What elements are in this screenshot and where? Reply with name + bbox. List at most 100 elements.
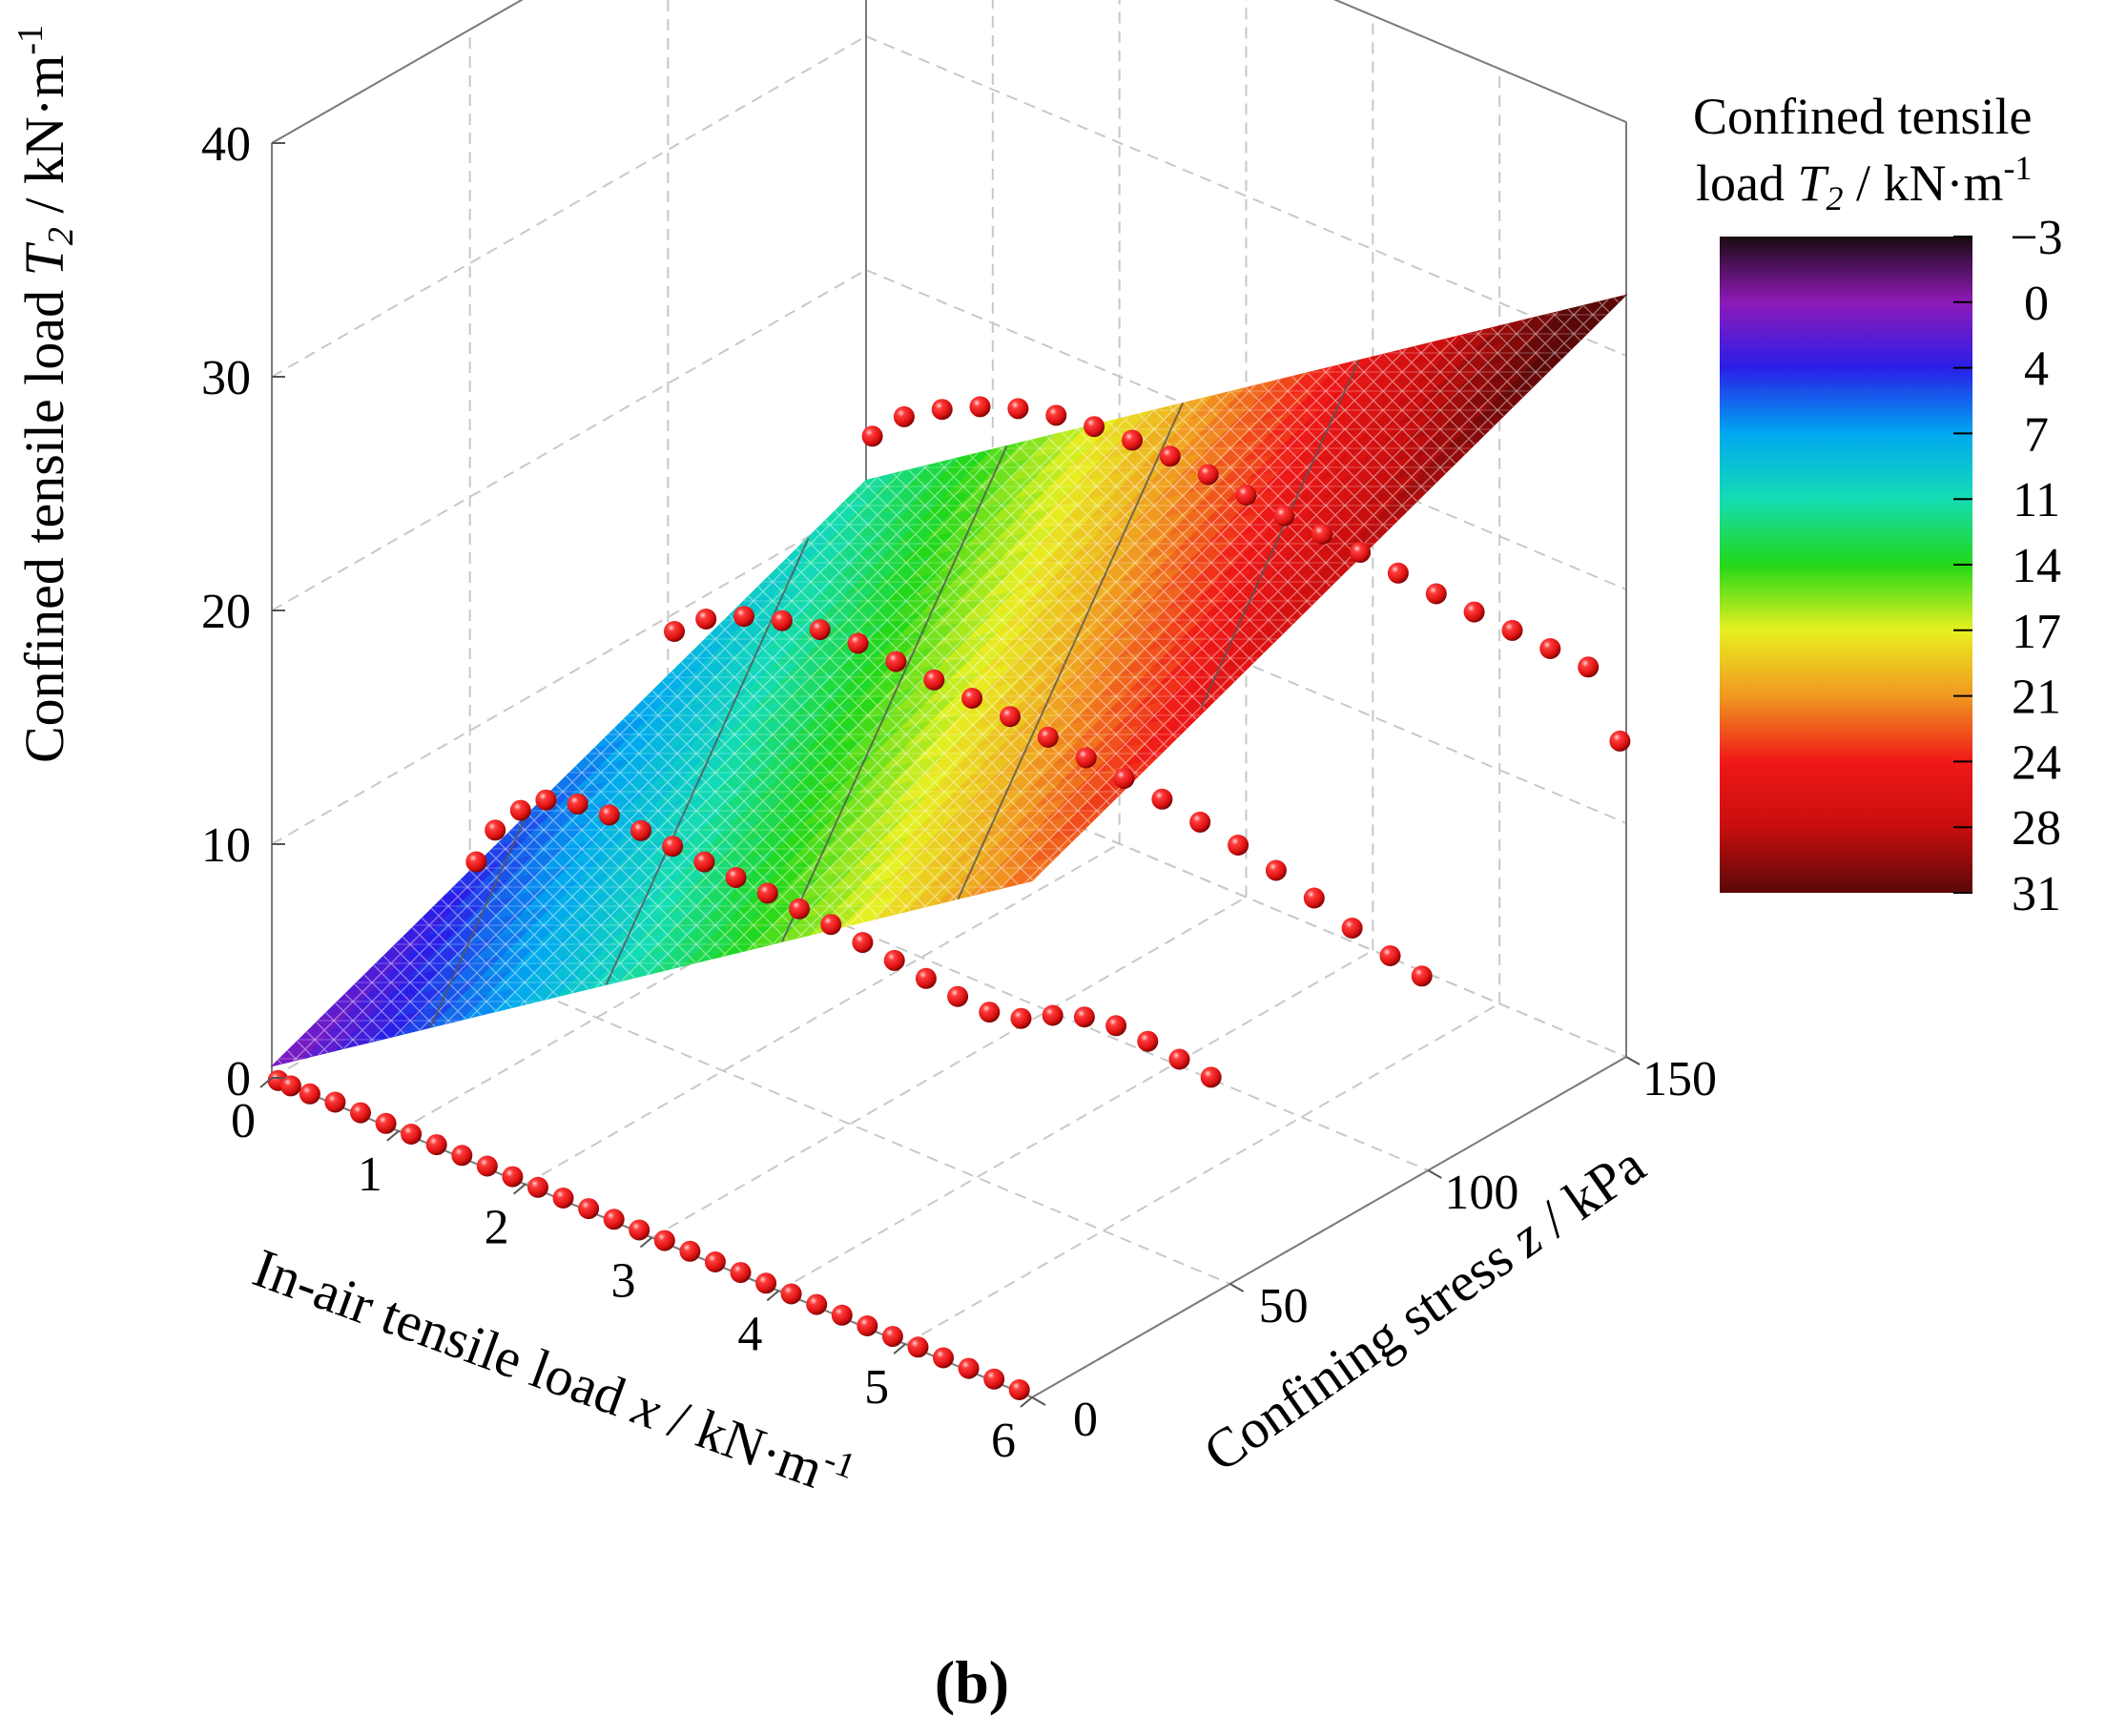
data-point bbox=[1311, 524, 1333, 545]
data-point bbox=[733, 606, 754, 628]
surface-contour-line bbox=[605, 538, 810, 985]
data-point bbox=[1168, 1048, 1190, 1070]
data-point bbox=[857, 1315, 878, 1336]
series-150-kpa bbox=[861, 396, 1631, 752]
data-point bbox=[931, 399, 953, 421]
data-point bbox=[852, 932, 874, 954]
data-point bbox=[831, 1304, 853, 1326]
data-point bbox=[923, 669, 945, 691]
axis-box-edge bbox=[1332, 0, 1627, 123]
data-point bbox=[1122, 429, 1143, 451]
data-point bbox=[1159, 445, 1181, 467]
data-point bbox=[755, 1272, 777, 1294]
data-point bbox=[1189, 811, 1211, 833]
data-point bbox=[1037, 726, 1059, 748]
y-tick-mark bbox=[1625, 1056, 1641, 1065]
data-point bbox=[1387, 562, 1409, 584]
z-tick-label: 40 bbox=[201, 117, 251, 172]
data-point bbox=[958, 1357, 980, 1379]
data-point bbox=[1105, 1015, 1127, 1037]
x-tick-label: 2 bbox=[485, 1201, 509, 1255]
data-point bbox=[1200, 1066, 1222, 1088]
data-point bbox=[535, 789, 557, 811]
axis-tick-labels: 0 10 20 30 40 0 1 2 3 4 5 6 0 50 100 150 bbox=[201, 117, 1717, 1468]
data-point bbox=[1425, 583, 1447, 605]
y-tick-label: 0 bbox=[1073, 1393, 1098, 1447]
data-point bbox=[1303, 887, 1325, 909]
x-tick-label: 5 bbox=[864, 1360, 889, 1415]
x-tick-mark bbox=[639, 1236, 653, 1249]
colorbar: Confined tensile load T2 / kN·m-1 −3 0 4 7 1… bbox=[1693, 88, 2063, 921]
data-point bbox=[1539, 638, 1561, 659]
data-point bbox=[1151, 788, 1173, 810]
data-point bbox=[401, 1124, 423, 1145]
data-point bbox=[907, 1336, 929, 1358]
data-point bbox=[527, 1176, 548, 1198]
data-point bbox=[502, 1166, 524, 1188]
colorbar-tick-label: 28 bbox=[2012, 801, 2061, 856]
data-point bbox=[465, 851, 487, 873]
grid-line bbox=[271, 0, 524, 144]
data-point bbox=[1578, 656, 1600, 678]
data-point bbox=[1000, 706, 1021, 728]
grid-line bbox=[271, 269, 867, 611]
data-point bbox=[1084, 416, 1105, 438]
y-tick-mark bbox=[1229, 1283, 1245, 1292]
data-point bbox=[1075, 747, 1097, 769]
y-tick-label: 100 bbox=[1444, 1166, 1518, 1220]
data-point bbox=[598, 804, 620, 826]
data-point bbox=[1113, 768, 1135, 790]
data-point bbox=[1501, 619, 1523, 641]
axis-box-edge bbox=[1031, 1056, 1627, 1398]
x-tick-mark bbox=[259, 1077, 273, 1088]
data-point bbox=[485, 819, 506, 841]
colorbar-tick-label: 4 bbox=[2024, 342, 2049, 397]
data-point bbox=[780, 1283, 802, 1305]
data-point bbox=[1197, 464, 1219, 486]
data-point bbox=[476, 1155, 498, 1177]
data-point bbox=[578, 1198, 600, 1220]
x-tick-label: 3 bbox=[611, 1254, 636, 1309]
data-point bbox=[693, 851, 715, 873]
data-point bbox=[629, 1219, 650, 1241]
grid-line bbox=[777, 949, 1373, 1292]
data-point bbox=[451, 1145, 473, 1167]
data-point bbox=[695, 609, 717, 630]
data-point bbox=[809, 619, 831, 641]
data-point bbox=[350, 1102, 371, 1124]
surface-contour-line bbox=[429, 816, 527, 1028]
data-point bbox=[1073, 1006, 1095, 1028]
fitted-surface bbox=[270, 294, 1628, 1067]
colorbar-tick-label: 7 bbox=[2024, 407, 2049, 462]
colorbar-tick-label: 11 bbox=[2013, 473, 2060, 527]
data-point bbox=[915, 967, 937, 989]
series-50-kpa bbox=[465, 789, 1222, 1088]
x-tick-mark bbox=[1020, 1396, 1033, 1408]
data-point bbox=[1137, 1030, 1159, 1052]
colorbar-tick-label: 17 bbox=[2012, 605, 2061, 659]
colorbar-tick-label: 0 bbox=[2024, 277, 2049, 331]
colorbar-tick-label: 24 bbox=[2012, 735, 2061, 790]
surface-contour-line bbox=[1200, 360, 1360, 708]
data-point bbox=[664, 621, 685, 642]
colorbar-title-line1: Confined tensile bbox=[1693, 88, 2032, 145]
z-axis-title: Confined tensile load T2 / kN·m-1 bbox=[10, 25, 81, 763]
data-point bbox=[1235, 485, 1257, 506]
grid-line bbox=[469, 963, 1231, 1285]
data-point bbox=[1228, 835, 1249, 856]
colorbar-tick-label: −3 bbox=[2010, 211, 2062, 265]
data-point bbox=[1379, 945, 1401, 966]
data-point bbox=[847, 632, 869, 654]
data-point bbox=[771, 610, 793, 631]
series-100-kpa bbox=[664, 606, 1433, 987]
colorbar-tick-label: 14 bbox=[2012, 539, 2061, 593]
data-point bbox=[885, 651, 907, 672]
data-point bbox=[961, 688, 983, 709]
z-tick-label: 30 bbox=[201, 351, 251, 405]
data-point bbox=[1265, 859, 1287, 881]
data-point bbox=[1273, 505, 1295, 527]
surface-contour-line bbox=[957, 403, 1184, 899]
data-point bbox=[552, 1188, 574, 1209]
data-point bbox=[947, 985, 969, 1007]
grid-line bbox=[271, 35, 867, 378]
